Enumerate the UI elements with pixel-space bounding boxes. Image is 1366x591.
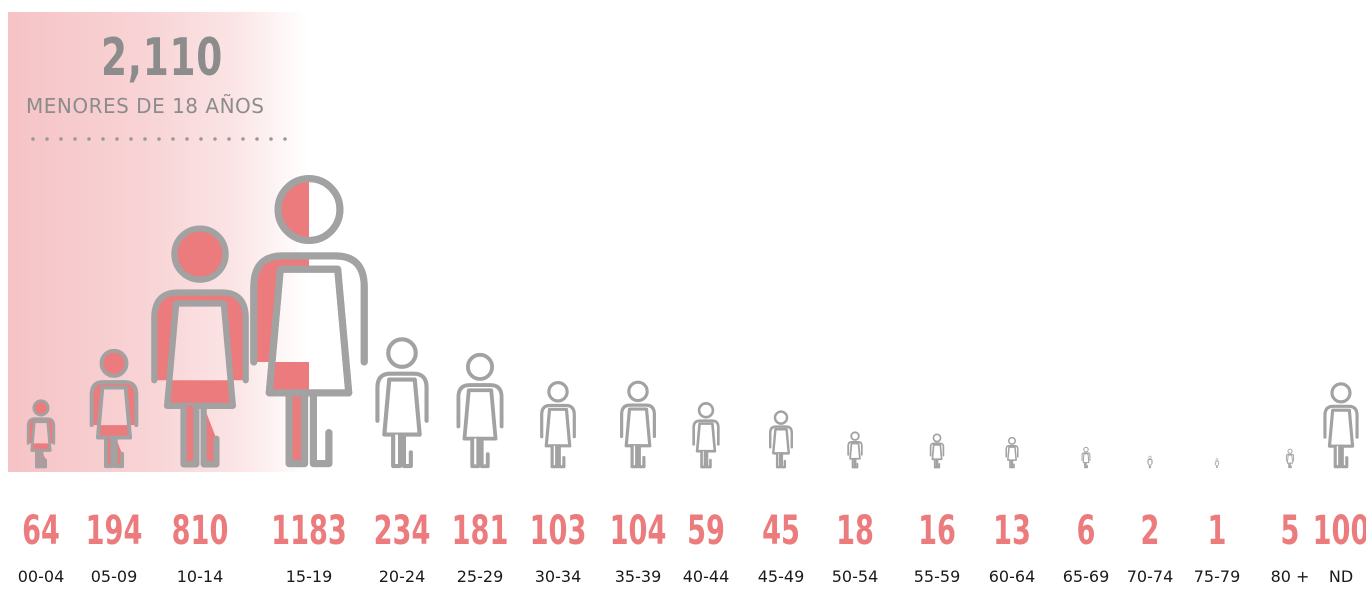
person-figure-35-39 [620,380,656,469]
value-label: 45 [762,508,800,554]
value-label: 103 [529,508,587,554]
value-label: 16 [918,508,956,554]
person-figure-40-44 [692,402,720,469]
value-label: 181 [451,508,509,554]
value-label: 810 [171,508,229,554]
age-range-label: 80 + [1270,567,1310,586]
person-figure-65-69 [1081,446,1091,469]
age-range-label: 75-79 [1193,567,1241,586]
value-label: 2 [1140,508,1160,554]
person-figure-00-04 [26,399,56,469]
value-label: 18 [836,508,874,554]
value-label: 100 [1312,508,1366,554]
age-range-label: 60-64 [988,567,1036,586]
value-label: 6 [1076,508,1096,554]
person-figure-80 [1285,448,1295,469]
value-label: 13 [993,508,1031,554]
person-figure-20-24 [375,337,429,469]
age-range-label: 35-39 [614,567,662,586]
person-figure-30-34 [540,381,576,469]
age-range-label: 45-49 [757,567,805,586]
age-range-label: 70-74 [1126,567,1174,586]
age-range-label: 20-24 [378,567,426,586]
age-range-label: 00-04 [17,567,65,586]
age-range-label: 50-54 [831,567,879,586]
age-range-label: 25-29 [456,567,504,586]
value-label: 1 [1207,508,1227,554]
value-label: 59 [687,508,725,554]
person-figure-50-54 [847,431,863,469]
age-range-label: 55-59 [913,567,961,586]
value-label: 234 [373,508,431,554]
person-figure-10-14 [151,225,249,468]
age-range-label: ND [1328,567,1354,586]
age-range-label: 30-34 [534,567,582,586]
dotted-divider [26,136,296,142]
age-range-label: 05-09 [90,567,138,586]
person-figure-60-64 [1005,436,1019,469]
person-figure-70-74 [1147,455,1153,469]
person-figure-ND [1323,382,1359,469]
person-figure-45-49 [769,410,793,469]
person-figure-25-29 [456,352,504,469]
person-figure-75-79 [1214,457,1220,469]
person-figure-15-19 [250,175,368,468]
person-figure-05-09 [89,348,139,469]
age-range-label: 65-69 [1062,567,1110,586]
person-figure-55-59 [929,433,945,469]
minors-highlight-band [8,12,308,472]
age-range-label: 40-44 [682,567,730,586]
value-label: 1183 [271,508,347,554]
age-range-label: 15-19 [285,567,333,586]
value-label: 64 [22,508,60,554]
minors-total: 2,110 [101,28,224,88]
value-label: 5 [1280,508,1300,554]
value-label: 104 [609,508,667,554]
minors-label: MENORES DE 18 AÑOS [26,94,265,118]
age-range-label: 10-14 [176,567,224,586]
value-label: 194 [85,508,143,554]
